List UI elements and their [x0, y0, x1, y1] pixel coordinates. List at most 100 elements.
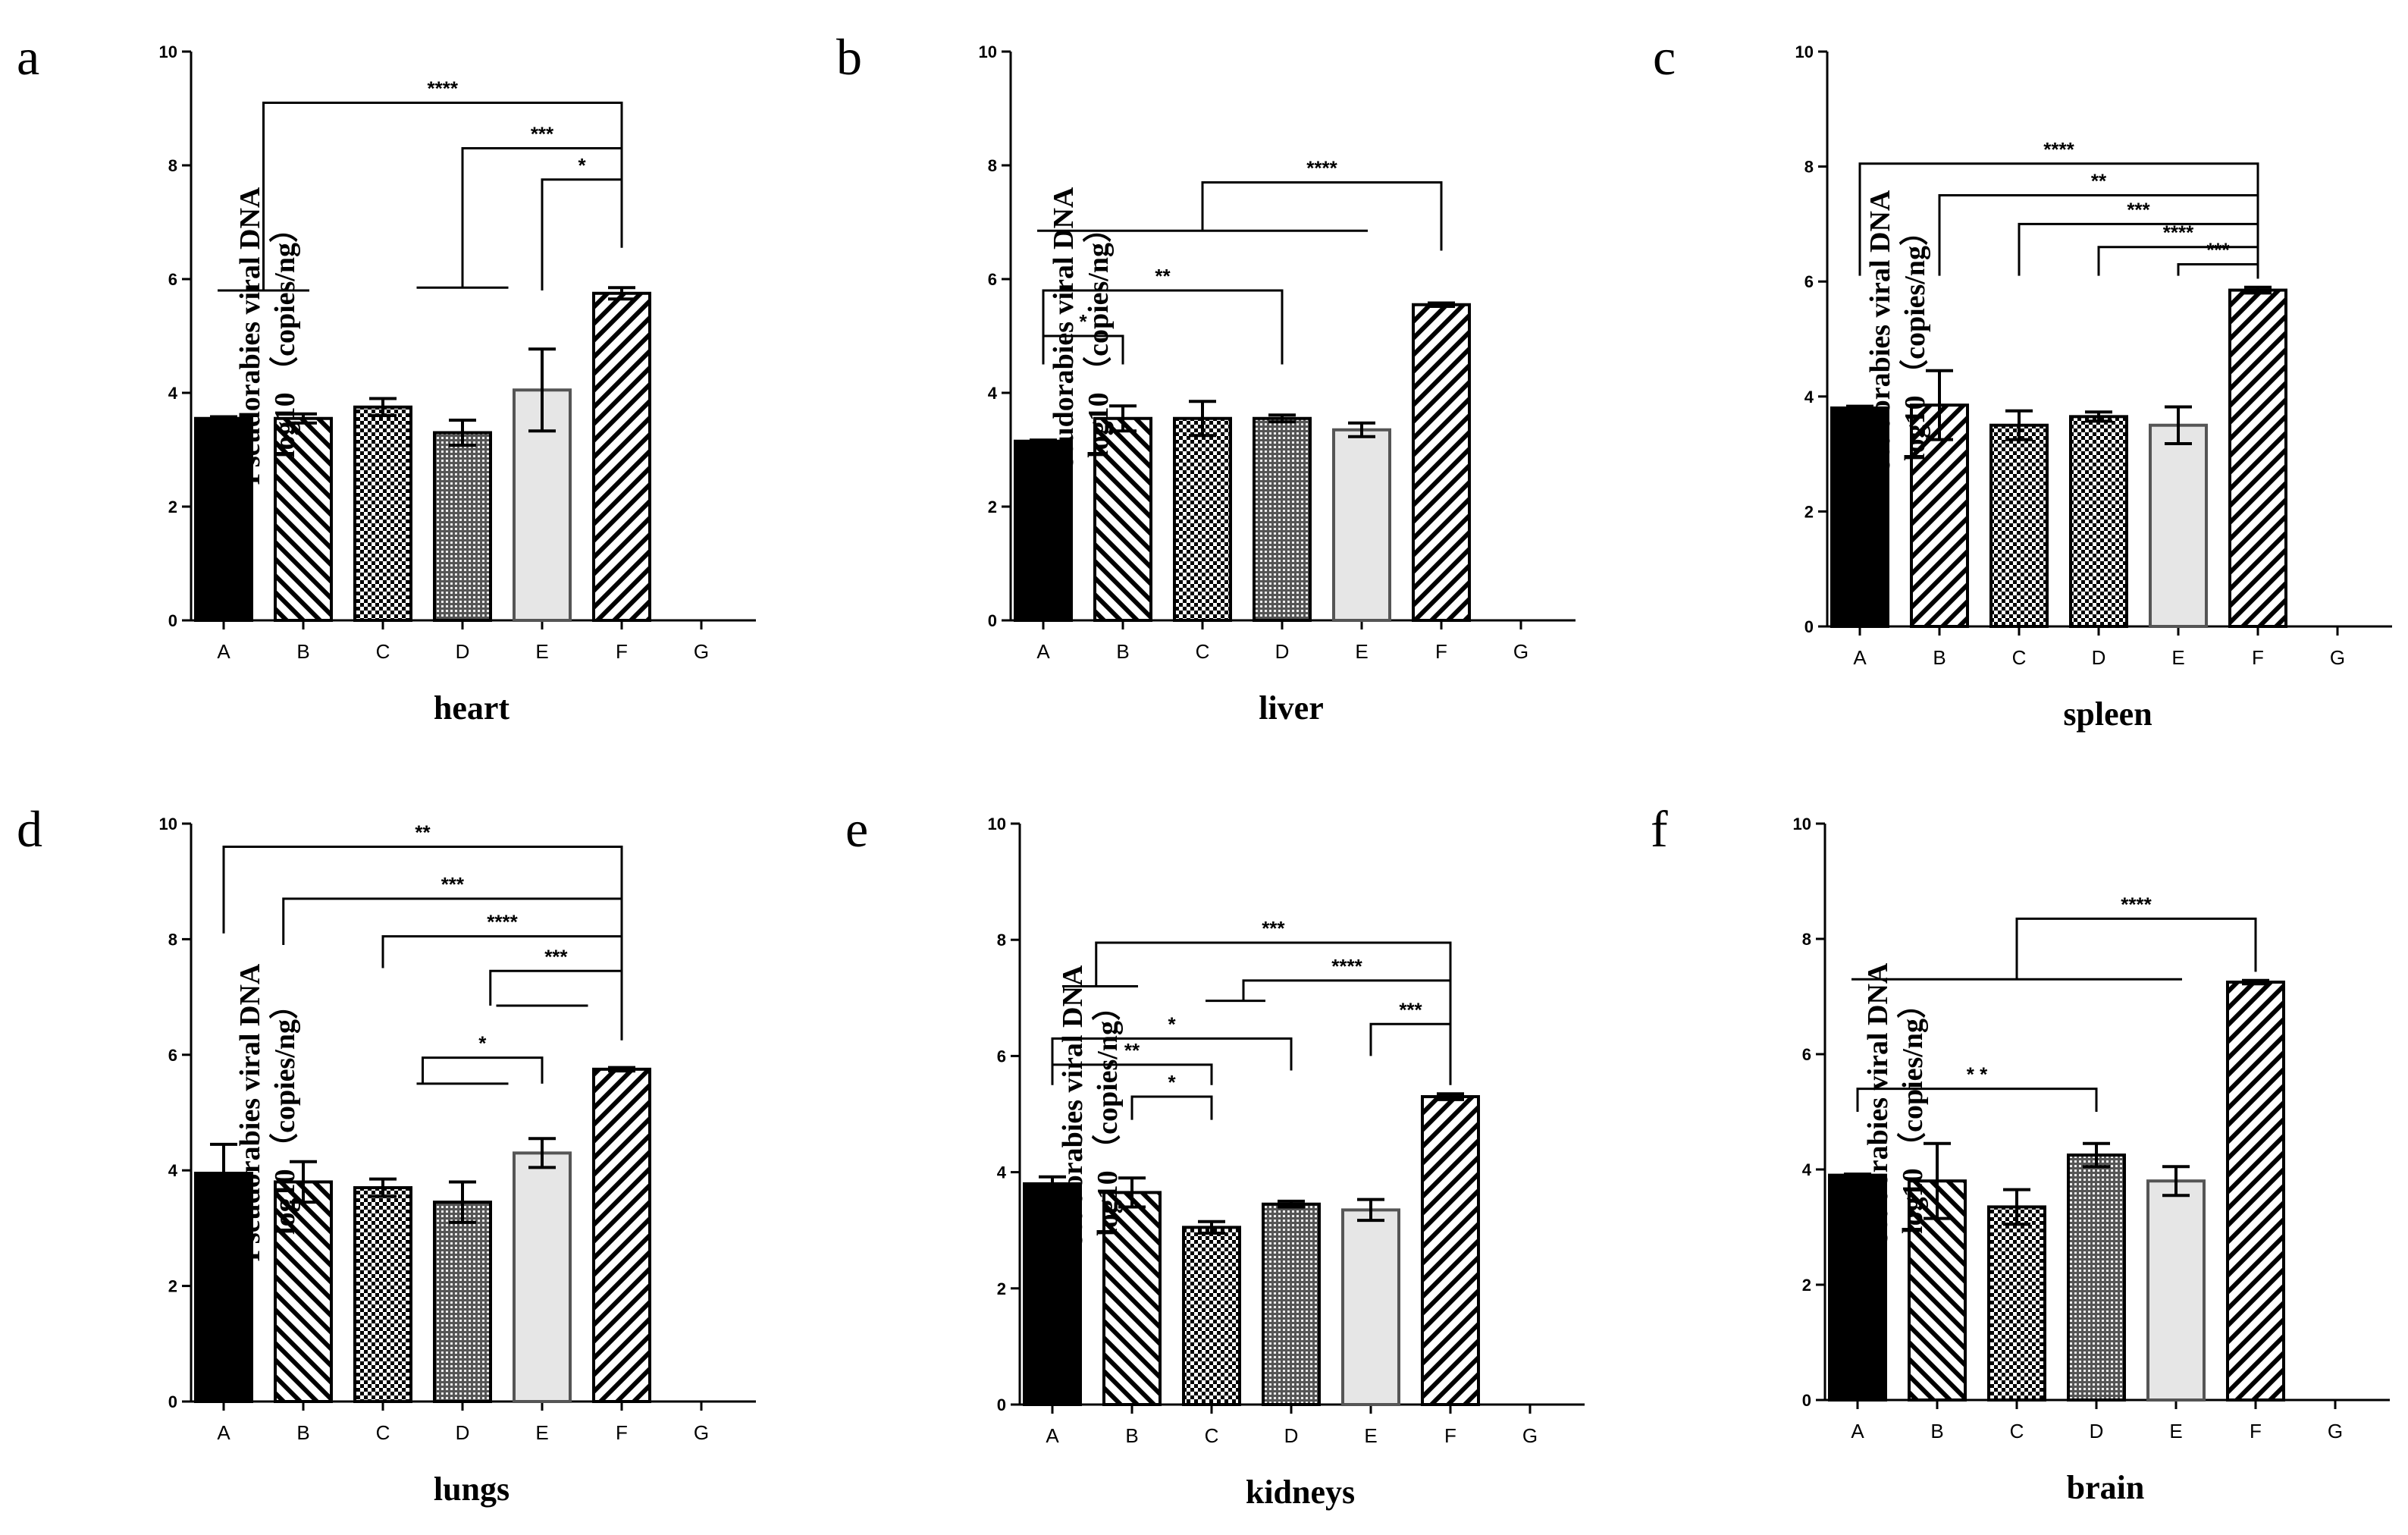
- significance-bracket: [1856, 1088, 2098, 1112]
- significance-bracket: [1095, 941, 1452, 1012]
- significance-label: ***: [441, 873, 465, 896]
- bar-F: [2226, 981, 2285, 1402]
- bar-B: [274, 1180, 333, 1403]
- y-tick-label: 10: [159, 815, 177, 833]
- bar-D: [2067, 1154, 2126, 1402]
- x-tick-label: D: [2090, 1420, 2104, 1442]
- significance-label: *: [478, 1032, 487, 1055]
- significance-bracket: [1242, 979, 1452, 1050]
- panel-letter: d: [17, 800, 42, 858]
- x-tick-label: A: [1046, 1424, 1059, 1447]
- significance-bracket: [1130, 1095, 1213, 1120]
- y-tick-label: 0: [988, 611, 997, 630]
- significance-label: ****: [487, 911, 518, 934]
- y-axis-label-line: Pseudorabies viral DNA: [1048, 187, 1080, 485]
- bar-E: [513, 1151, 572, 1403]
- x-axis-label: brain: [2067, 1469, 2145, 1506]
- bar-C: [1987, 1205, 2046, 1402]
- x-tick-label: E: [2171, 646, 2184, 669]
- x-tick-label: D: [456, 640, 470, 663]
- y-tick-label: 10: [988, 815, 1006, 833]
- y-tick-label: 2: [997, 1279, 1006, 1298]
- y-tick-label: 4: [1804, 388, 1814, 407]
- bar-C: [1989, 423, 2049, 628]
- bar-E: [2146, 1179, 2206, 1402]
- y-tick-label: 0: [168, 1392, 177, 1411]
- significance-bracket: [422, 1056, 544, 1084]
- significance-bracket: [541, 178, 623, 290]
- y-tick-label: 0: [997, 1395, 1006, 1414]
- significance-bracket: [1369, 1022, 1452, 1085]
- significance-bracket: [282, 897, 623, 968]
- x-tick-label: D: [1284, 1424, 1299, 1447]
- bar-F: [592, 1067, 651, 1403]
- y-tick-label: 10: [1793, 815, 1811, 833]
- y-tick-label: 6: [168, 1046, 177, 1065]
- significance-bracket: [1042, 289, 1284, 365]
- y-tick-label: 6: [1804, 272, 1814, 291]
- x-tick-label: B: [1125, 1424, 1138, 1447]
- bar-F: [592, 291, 651, 622]
- y-tick-label: 6: [997, 1047, 1006, 1066]
- x-axis-label: lungs: [434, 1471, 510, 1508]
- x-tick-label: C: [2012, 646, 2027, 669]
- significance-label: ****: [2043, 138, 2074, 161]
- y-axis-label: Pseudorabies viral DNA log10 （copies/ng）: [1057, 965, 1124, 1263]
- bar-C: [1182, 1226, 1241, 1406]
- panel-letter: c: [1653, 28, 1676, 86]
- bar-A: [1014, 439, 1073, 622]
- y-tick-label: 2: [988, 498, 997, 516]
- y-tick-label: 6: [1802, 1045, 1811, 1064]
- x-tick-label: D: [1275, 640, 1290, 663]
- y-axis-label-line: log10 （copies/ng）: [1899, 217, 1931, 461]
- y-axis-label-line: log10 （copies/ng）: [1083, 214, 1115, 458]
- x-axis-label: heart: [434, 689, 510, 727]
- significance-label: ***: [2206, 238, 2230, 261]
- significance-label: *: [578, 154, 586, 177]
- x-tick-label: F: [616, 640, 628, 663]
- y-tick-label: 4: [168, 384, 178, 403]
- bar-D: [2069, 415, 2128, 629]
- panel-letter: f: [1651, 800, 1668, 858]
- y-tick-label: 4: [168, 1161, 178, 1180]
- y-tick-label: 8: [168, 156, 177, 175]
- bar-D: [1262, 1202, 1321, 1406]
- y-axis-label-line: Pseudorabies viral DNA: [1057, 965, 1089, 1263]
- bar-F: [1412, 303, 1471, 622]
- significance-label: **: [2091, 170, 2107, 193]
- significance-label: * *: [1967, 1063, 1988, 1086]
- significance-bracket: [489, 969, 623, 1041]
- y-tick-label: 10: [979, 42, 997, 61]
- x-tick-label: A: [1851, 1420, 1864, 1442]
- x-tick-label: B: [1933, 646, 1946, 669]
- significance-label: ***: [1399, 998, 1422, 1021]
- y-axis-label-line: Pseudorabies viral DNA: [234, 963, 266, 1261]
- x-tick-label: D: [456, 1421, 470, 1444]
- significance-label: ***: [531, 123, 554, 146]
- x-axis-label: kidneys: [1246, 1474, 1355, 1511]
- significance-label: ****: [1331, 955, 1362, 978]
- significance-bracket: [1051, 1063, 1213, 1085]
- x-tick-label: A: [217, 1421, 230, 1444]
- x-tick-label: E: [2169, 1420, 2182, 1442]
- x-tick-label: E: [535, 640, 548, 663]
- y-axis-label: Pseudorabies viral DNA log10 （copies/ng）: [234, 963, 301, 1261]
- significance-bracket: [222, 845, 623, 934]
- x-tick-label: G: [694, 640, 709, 663]
- x-tick-label: C: [376, 640, 390, 663]
- panel-letter: b: [836, 28, 862, 86]
- y-tick-label: 8: [1804, 158, 1814, 177]
- x-tick-label: G: [1522, 1424, 1538, 1447]
- bar-A: [1830, 406, 1889, 629]
- y-tick-label: 2: [168, 1277, 177, 1296]
- significance-bracket: [2177, 262, 2259, 279]
- significance-label: ***: [2127, 198, 2150, 221]
- x-tick-label: C: [2010, 1420, 2024, 1442]
- y-tick-label: 4: [1802, 1160, 1812, 1179]
- y-tick-label: 8: [1802, 930, 1811, 949]
- y-tick-label: 2: [168, 498, 177, 516]
- bar-A: [1828, 1173, 1887, 1402]
